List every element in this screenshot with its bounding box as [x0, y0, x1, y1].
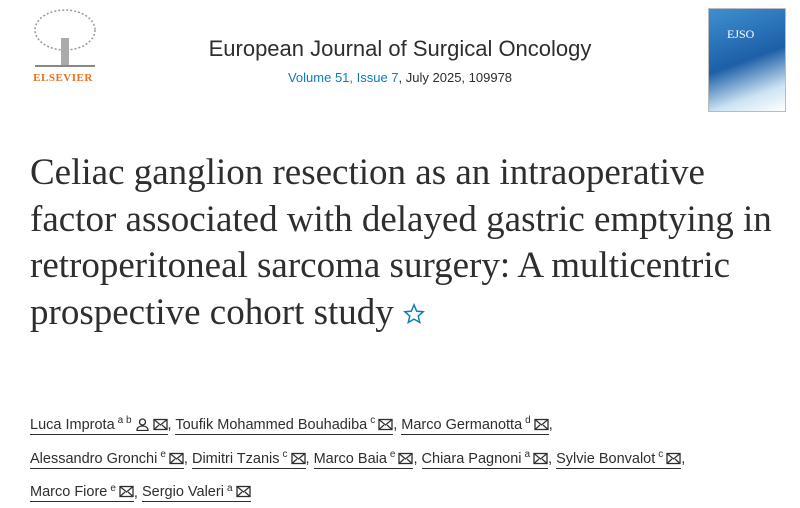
mail-icon[interactable]: [666, 452, 681, 465]
article-title: Celiac ganglion resection as an intraope…: [30, 150, 790, 336]
mail-icon[interactable]: [119, 485, 134, 498]
publisher-logo: [30, 8, 100, 70]
affiliation: a: [226, 482, 233, 494]
author-name: Marco Germanotta: [401, 416, 523, 433]
author-name: Toufik Mohammed Bouhadiba: [175, 416, 368, 433]
mail-icon[interactable]: [533, 452, 548, 465]
author[interactable]: Marco Germanotta d: [401, 415, 549, 435]
issue-link[interactable]: Volume 51, Issue 7: [287, 70, 399, 85]
author-entry: Alessandro Gronchi e,: [30, 448, 188, 469]
journal-title[interactable]: European Journal of Surgical Oncology: [208, 36, 592, 61]
author-name: Dimitri Tzanis: [191, 450, 280, 467]
affiliation: e: [110, 482, 116, 494]
author-name: Marco Baia: [313, 450, 387, 467]
author-name: Alessandro Gronchi: [30, 450, 158, 467]
separator: ,: [413, 450, 418, 467]
mail-icon[interactable]: [398, 452, 414, 465]
separator: ,: [681, 450, 686, 467]
author[interactable]: Marco Fiore e: [30, 482, 134, 503]
affiliation: c: [282, 448, 288, 460]
author[interactable]: Luca Improta a b: [30, 415, 168, 435]
mail-icon[interactable]: [152, 418, 168, 431]
separator: ,: [393, 416, 398, 433]
author-name: Marco Fiore: [30, 484, 108, 501]
journal-cover[interactable]: EJSO: [708, 8, 786, 112]
mail-icon[interactable]: [290, 452, 306, 465]
issue-info: Volume 51, Issue 7, July 2025, 109978: [0, 70, 800, 85]
author-entry: Marco Baia e,: [313, 448, 418, 469]
affiliation: c: [658, 448, 664, 460]
author-name: Chiara Pagnoni: [421, 450, 522, 467]
separator: ,: [167, 416, 172, 433]
cover-label: EJSO: [727, 27, 755, 41]
separator: ,: [183, 450, 188, 467]
star-icon[interactable]: [403, 302, 425, 325]
author-entry: Sylvie Bonvalot c,: [556, 448, 686, 469]
affiliation: a: [524, 448, 531, 460]
separator: ,: [548, 416, 553, 433]
publisher-name: ELSEVIER: [33, 72, 93, 84]
author[interactable]: Chiara Pagnoni a: [421, 448, 549, 469]
author[interactable]: Alessandro Gronchi e: [30, 448, 184, 469]
affiliation: a b: [117, 415, 132, 426]
author-entry: Toufik Mohammed Bouhadiba c,: [175, 415, 398, 435]
mail-icon[interactable]: [169, 452, 184, 465]
author-name: Sergio Valeri: [141, 484, 224, 501]
author[interactable]: Sylvie Bonvalot c: [556, 448, 682, 469]
mail-icon[interactable]: [378, 418, 393, 431]
author-list: Luca Improta a b, Toufik Mohammed Bouhadi…: [30, 406, 700, 507]
author[interactable]: Toufik Mohammed Bouhadiba c: [175, 415, 394, 435]
author[interactable]: Dimitri Tzanis c: [191, 448, 306, 469]
affiliation: e: [389, 448, 396, 460]
issue-details: , July 2025, 109978: [398, 70, 513, 85]
title-text: Celiac ganglion resection as an intraope…: [30, 152, 772, 333]
author[interactable]: Sergio Valeri a: [141, 482, 251, 503]
affiliation: c: [370, 415, 376, 426]
author-entry: Sergio Valeri a: [141, 482, 251, 503]
author-entry: Marco Germanotta d,: [401, 415, 553, 435]
affiliation: d: [525, 415, 531, 426]
author-name: Sylvie Bonvalot: [556, 450, 656, 467]
author-entry: Dimitri Tzanis c,: [191, 448, 310, 469]
author-name: Luca Improta: [30, 416, 115, 433]
mail-icon[interactable]: [235, 485, 251, 498]
separator: ,: [133, 484, 138, 501]
affiliation: e: [160, 448, 166, 460]
separator: ,: [548, 450, 553, 467]
author-entry: Marco Fiore e,: [30, 482, 138, 503]
author-entry: Luca Improta a b,: [30, 415, 172, 435]
person-icon[interactable]: [135, 418, 150, 431]
author-entry: Chiara Pagnoni a,: [421, 448, 553, 469]
separator: ,: [305, 450, 310, 467]
mail-icon[interactable]: [534, 418, 549, 431]
author[interactable]: Marco Baia e: [313, 448, 414, 469]
